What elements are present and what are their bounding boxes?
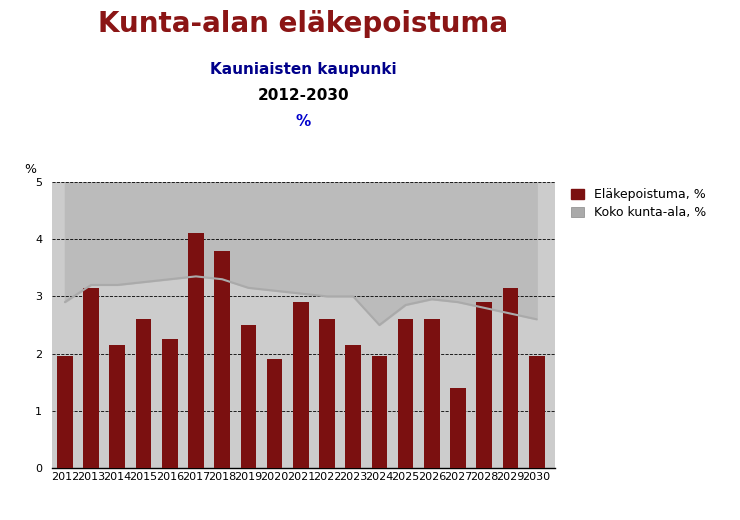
Text: %: % xyxy=(24,163,36,176)
Bar xyxy=(162,339,178,468)
Bar xyxy=(110,345,125,468)
Text: Kauniaisten kaupunki: Kauniaisten kaupunki xyxy=(210,62,397,77)
Bar xyxy=(477,302,492,468)
Bar xyxy=(57,357,73,468)
Text: %: % xyxy=(296,114,311,129)
Bar xyxy=(84,288,99,468)
Text: Kunta-alan eläkepoistuma: Kunta-alan eläkepoistuma xyxy=(98,10,508,38)
Bar xyxy=(371,357,387,468)
Bar xyxy=(293,302,309,468)
Bar xyxy=(188,233,204,468)
Legend: Eläkepoistuma, %, Koko kunta-ala, %: Eläkepoistuma, %, Koko kunta-ala, % xyxy=(571,188,706,219)
Bar xyxy=(240,325,256,468)
Text: 2012-2030: 2012-2030 xyxy=(258,88,349,103)
Bar xyxy=(424,319,440,468)
Bar xyxy=(319,319,334,468)
Bar xyxy=(450,388,466,468)
Bar xyxy=(215,251,230,468)
Bar xyxy=(398,319,414,468)
Bar xyxy=(135,319,152,468)
Bar xyxy=(346,345,361,468)
Bar xyxy=(529,357,545,468)
Bar xyxy=(266,359,283,468)
Bar xyxy=(502,288,518,468)
